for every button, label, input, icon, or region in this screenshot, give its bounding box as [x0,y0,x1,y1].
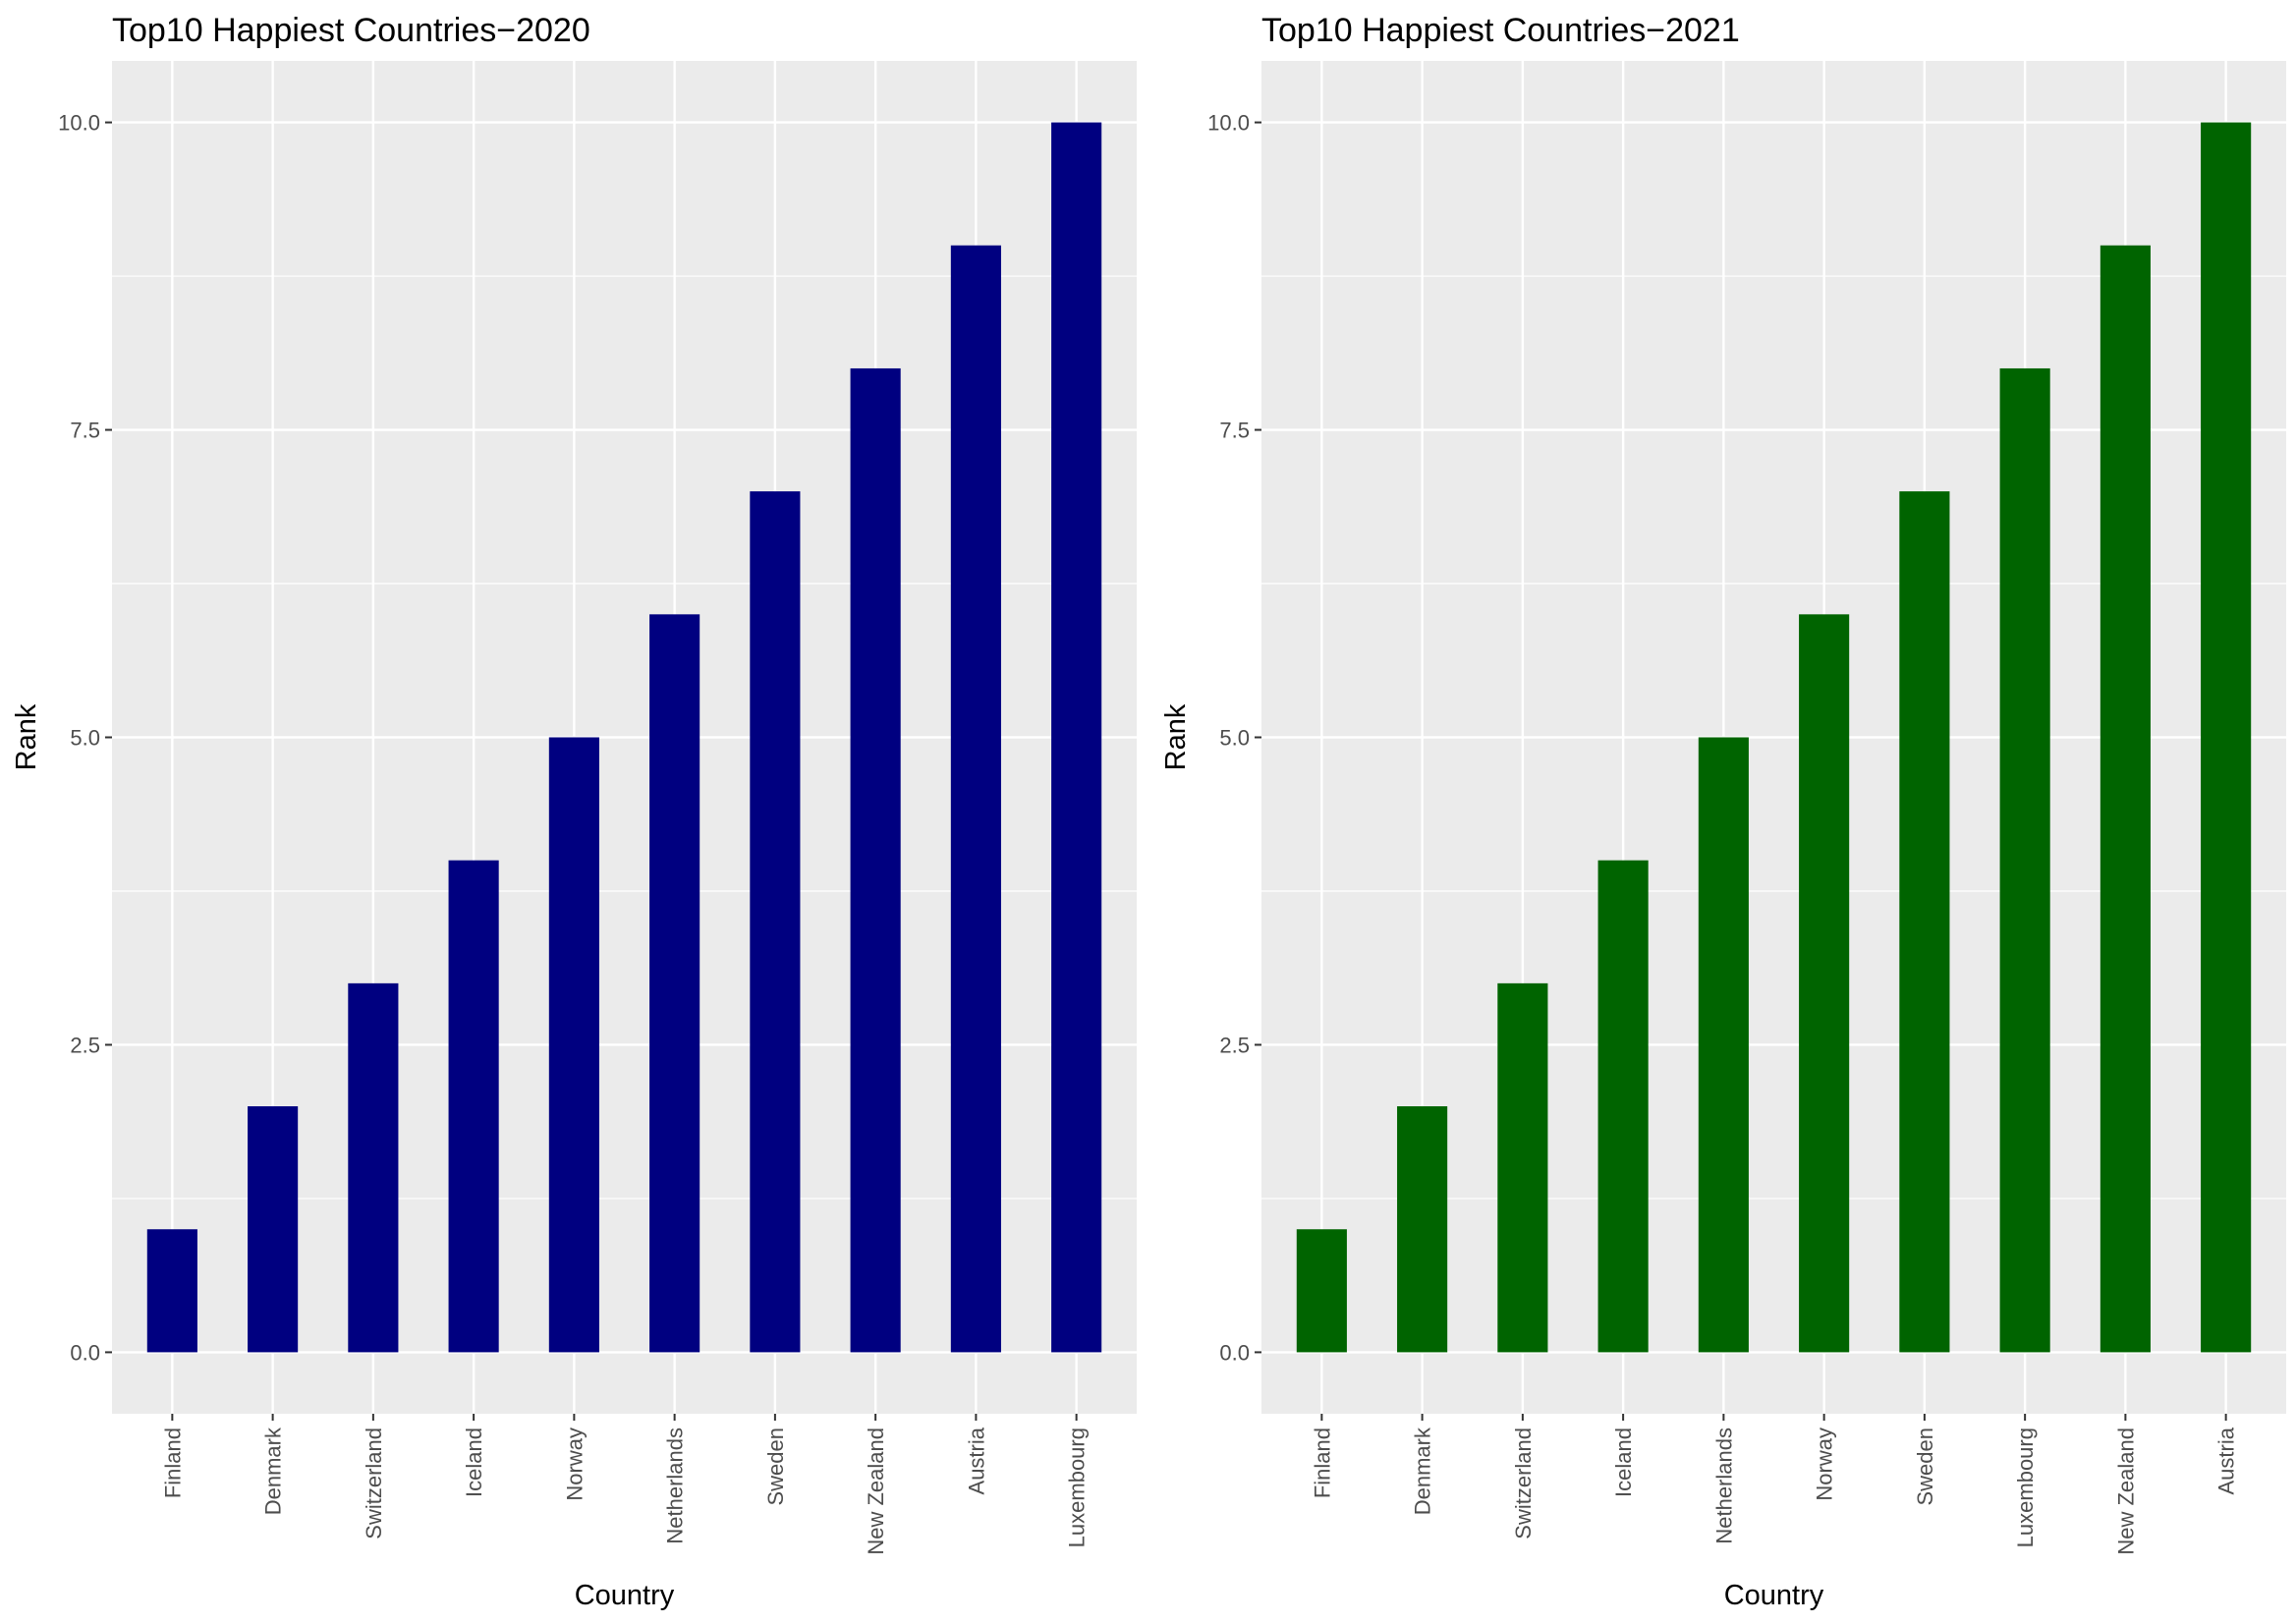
x-tick-label: Norway [562,1428,587,1501]
x-tick-label: Netherlands [1711,1428,1736,1544]
x-tick-label: Sweden [763,1428,788,1506]
y-axis-title: Rank [1160,703,1192,770]
y-tick-label: 0.0 [70,1340,100,1365]
axes: 0.0 2.5 5.0 7.5 10.0 Finland Denmark Switzerlan… [58,111,1089,1555]
axes: 0.0 2.5 5.0 7.5 10.0 Finland Denmark Switzerlan… [1207,111,2238,1555]
bar-denmark [248,1106,299,1353]
bar-luxembourg [1051,122,1102,1353]
y-tick-label: 2.5 [1219,1033,1250,1057]
bar-switzerland [1497,982,1548,1353]
x-tick-label: Iceland [1611,1428,1636,1497]
bar-netherlands [649,614,700,1353]
y-tick-label: 7.5 [70,419,100,443]
bar-iceland [448,860,499,1353]
bar-norway [1799,614,1850,1353]
bars [146,122,1102,1353]
bar-new-zealand [2100,245,2151,1353]
x-tick-label: Iceland [462,1428,486,1497]
bars [1296,122,2252,1353]
chart-2021: 0.0 2.5 5.0 7.5 10.0 Finland Denmark Switzerlan… [1160,12,2286,1611]
x-tick-label: Austria [964,1427,988,1494]
x-tick-label: Finland [1310,1428,1334,1498]
bar-finland [146,1229,197,1353]
chart-title: Top10 Happiest Countries−2020 [112,12,590,49]
bar-denmark [1397,1106,1448,1353]
x-axis-title: Country [575,1580,675,1611]
x-tick-label: New Zealand [2113,1428,2138,1555]
bar-norway [548,737,599,1353]
x-tick-label: Denmark [1411,1427,1435,1515]
x-tick-label: Switzerland [362,1428,386,1540]
bar-new-zealand [850,367,901,1353]
bar-sweden [750,491,801,1353]
chart-title: Top10 Happiest Countries−2021 [1261,12,1740,49]
y-tick-label: 7.5 [1219,419,1250,443]
y-axis-title: Rank [11,703,42,770]
y-tick-label: 0.0 [1219,1340,1250,1365]
bar-austria [2201,122,2252,1353]
bar-iceland [1597,860,1649,1353]
x-tick-label: New Zealand [864,1428,888,1555]
x-tick-label: Norway [1813,1428,1837,1501]
y-tick-label: 5.0 [1219,726,1250,751]
y-tick-label: 10.0 [1207,111,1250,136]
x-tick-label: Finland [160,1428,185,1498]
bar-switzerland [348,982,399,1353]
x-tick-label: Switzerland [1511,1428,1536,1540]
x-tick-label: Luxembourg [2013,1428,2038,1547]
chart-2020: 0.0 2.5 5.0 7.5 10.0 Finland Denmark Switzerlan… [11,12,1137,1611]
bar-austria [950,245,1001,1353]
x-tick-label: Sweden [1913,1428,1937,1506]
bar-finland [1296,1229,1347,1353]
x-tick-label: Denmark [261,1427,286,1515]
y-tick-label: 10.0 [58,111,100,136]
bar-netherlands [1698,737,1749,1353]
x-tick-label: Luxembourg [1065,1428,1090,1547]
x-axis-title: Country [1724,1580,1824,1611]
bar-sweden [1899,491,1950,1353]
x-tick-label: Austria [2214,1427,2239,1494]
y-tick-label: 2.5 [70,1033,100,1057]
x-tick-label: Netherlands [663,1428,688,1544]
bar-luxembourg [1999,367,2050,1353]
y-tick-label: 5.0 [70,726,100,751]
